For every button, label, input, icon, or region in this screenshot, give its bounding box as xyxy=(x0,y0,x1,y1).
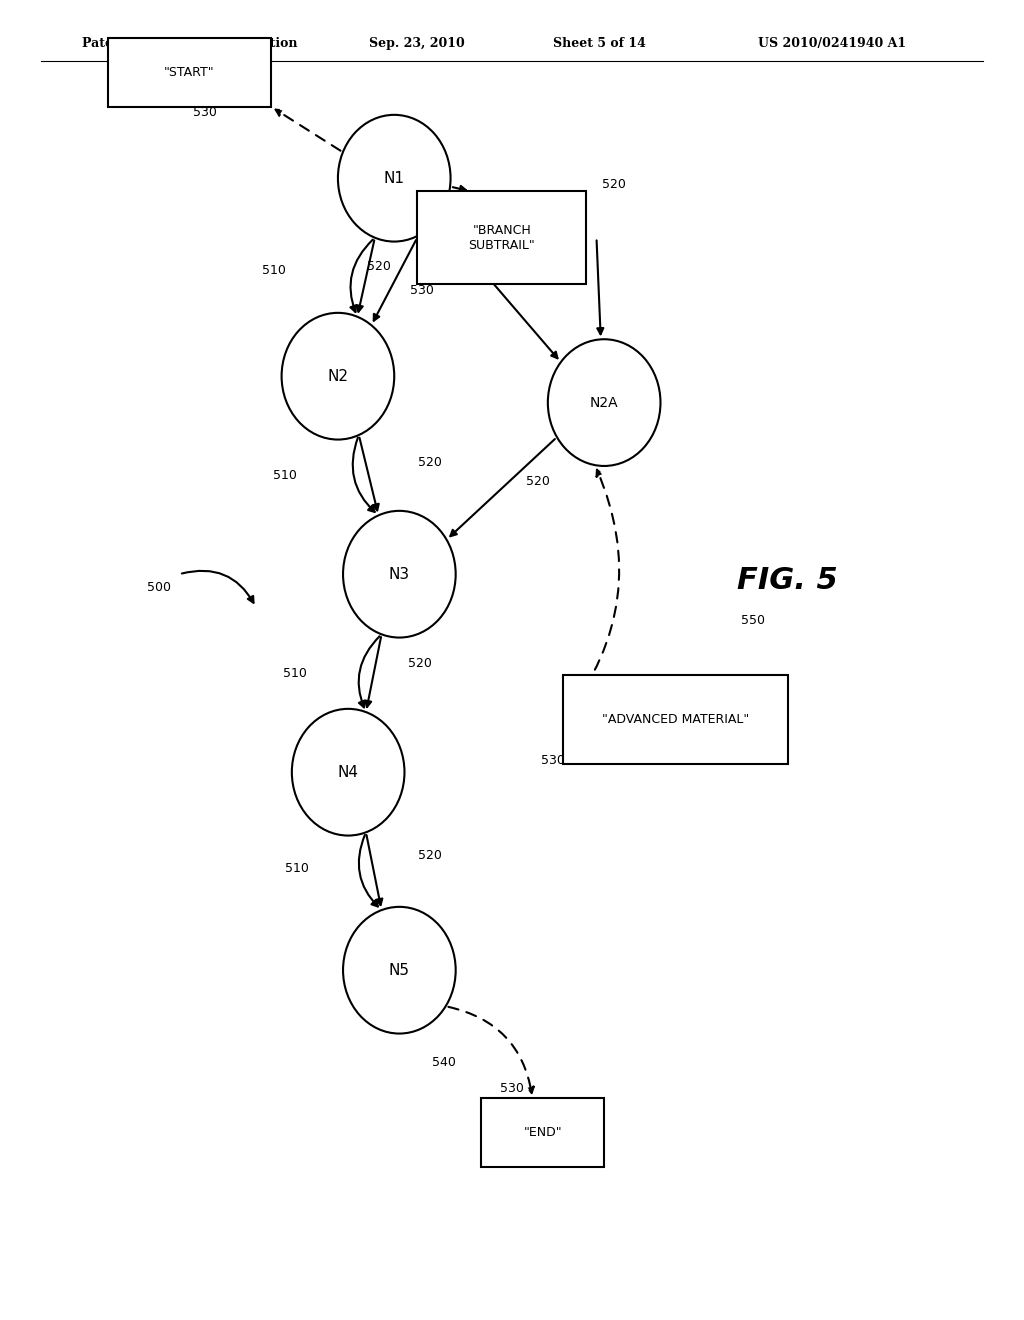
Text: 520: 520 xyxy=(418,849,442,862)
Text: 500: 500 xyxy=(146,581,171,594)
Text: Sep. 23, 2010: Sep. 23, 2010 xyxy=(369,37,465,50)
Text: 530: 530 xyxy=(410,284,434,297)
Ellipse shape xyxy=(548,339,660,466)
Text: "END": "END" xyxy=(523,1126,562,1139)
Ellipse shape xyxy=(292,709,404,836)
Text: "START": "START" xyxy=(164,66,215,79)
Text: 520: 520 xyxy=(408,657,432,671)
Text: 520: 520 xyxy=(434,271,459,284)
Text: 510: 510 xyxy=(262,264,287,277)
Ellipse shape xyxy=(343,511,456,638)
Text: 510: 510 xyxy=(505,257,529,271)
Text: Sheet 5 of 14: Sheet 5 of 14 xyxy=(553,37,646,50)
Text: Patent Application Publication: Patent Application Publication xyxy=(82,37,297,50)
Ellipse shape xyxy=(338,115,451,242)
Text: N2: N2 xyxy=(328,368,348,384)
Text: 510: 510 xyxy=(283,667,307,680)
Text: US 2010/0241940 A1: US 2010/0241940 A1 xyxy=(758,37,906,50)
Bar xyxy=(481,1098,604,1167)
Text: 520: 520 xyxy=(602,178,627,191)
Text: FIG. 5: FIG. 5 xyxy=(737,566,838,595)
Text: 550: 550 xyxy=(740,614,765,627)
Text: N2A: N2A xyxy=(590,396,618,409)
Text: 530: 530 xyxy=(193,106,217,119)
Text: 530: 530 xyxy=(541,754,565,767)
Text: 540: 540 xyxy=(432,1056,457,1069)
Text: 520: 520 xyxy=(418,455,442,469)
Text: N3: N3 xyxy=(389,566,410,582)
Text: 510: 510 xyxy=(272,469,297,482)
Text: 530: 530 xyxy=(500,1082,524,1096)
Bar xyxy=(418,191,586,284)
Ellipse shape xyxy=(343,907,456,1034)
Text: N5: N5 xyxy=(389,962,410,978)
Text: N4: N4 xyxy=(338,764,358,780)
Text: "BRANCH
SUBTRAIL": "BRANCH SUBTRAIL" xyxy=(468,223,536,252)
Ellipse shape xyxy=(282,313,394,440)
Text: 520: 520 xyxy=(525,475,550,488)
Bar xyxy=(108,38,271,107)
Text: N1: N1 xyxy=(384,170,404,186)
Bar xyxy=(563,675,788,764)
Text: "ADVANCED MATERIAL": "ADVANCED MATERIAL" xyxy=(602,713,750,726)
Text: 510: 510 xyxy=(285,862,309,875)
Text: 520: 520 xyxy=(367,260,391,273)
